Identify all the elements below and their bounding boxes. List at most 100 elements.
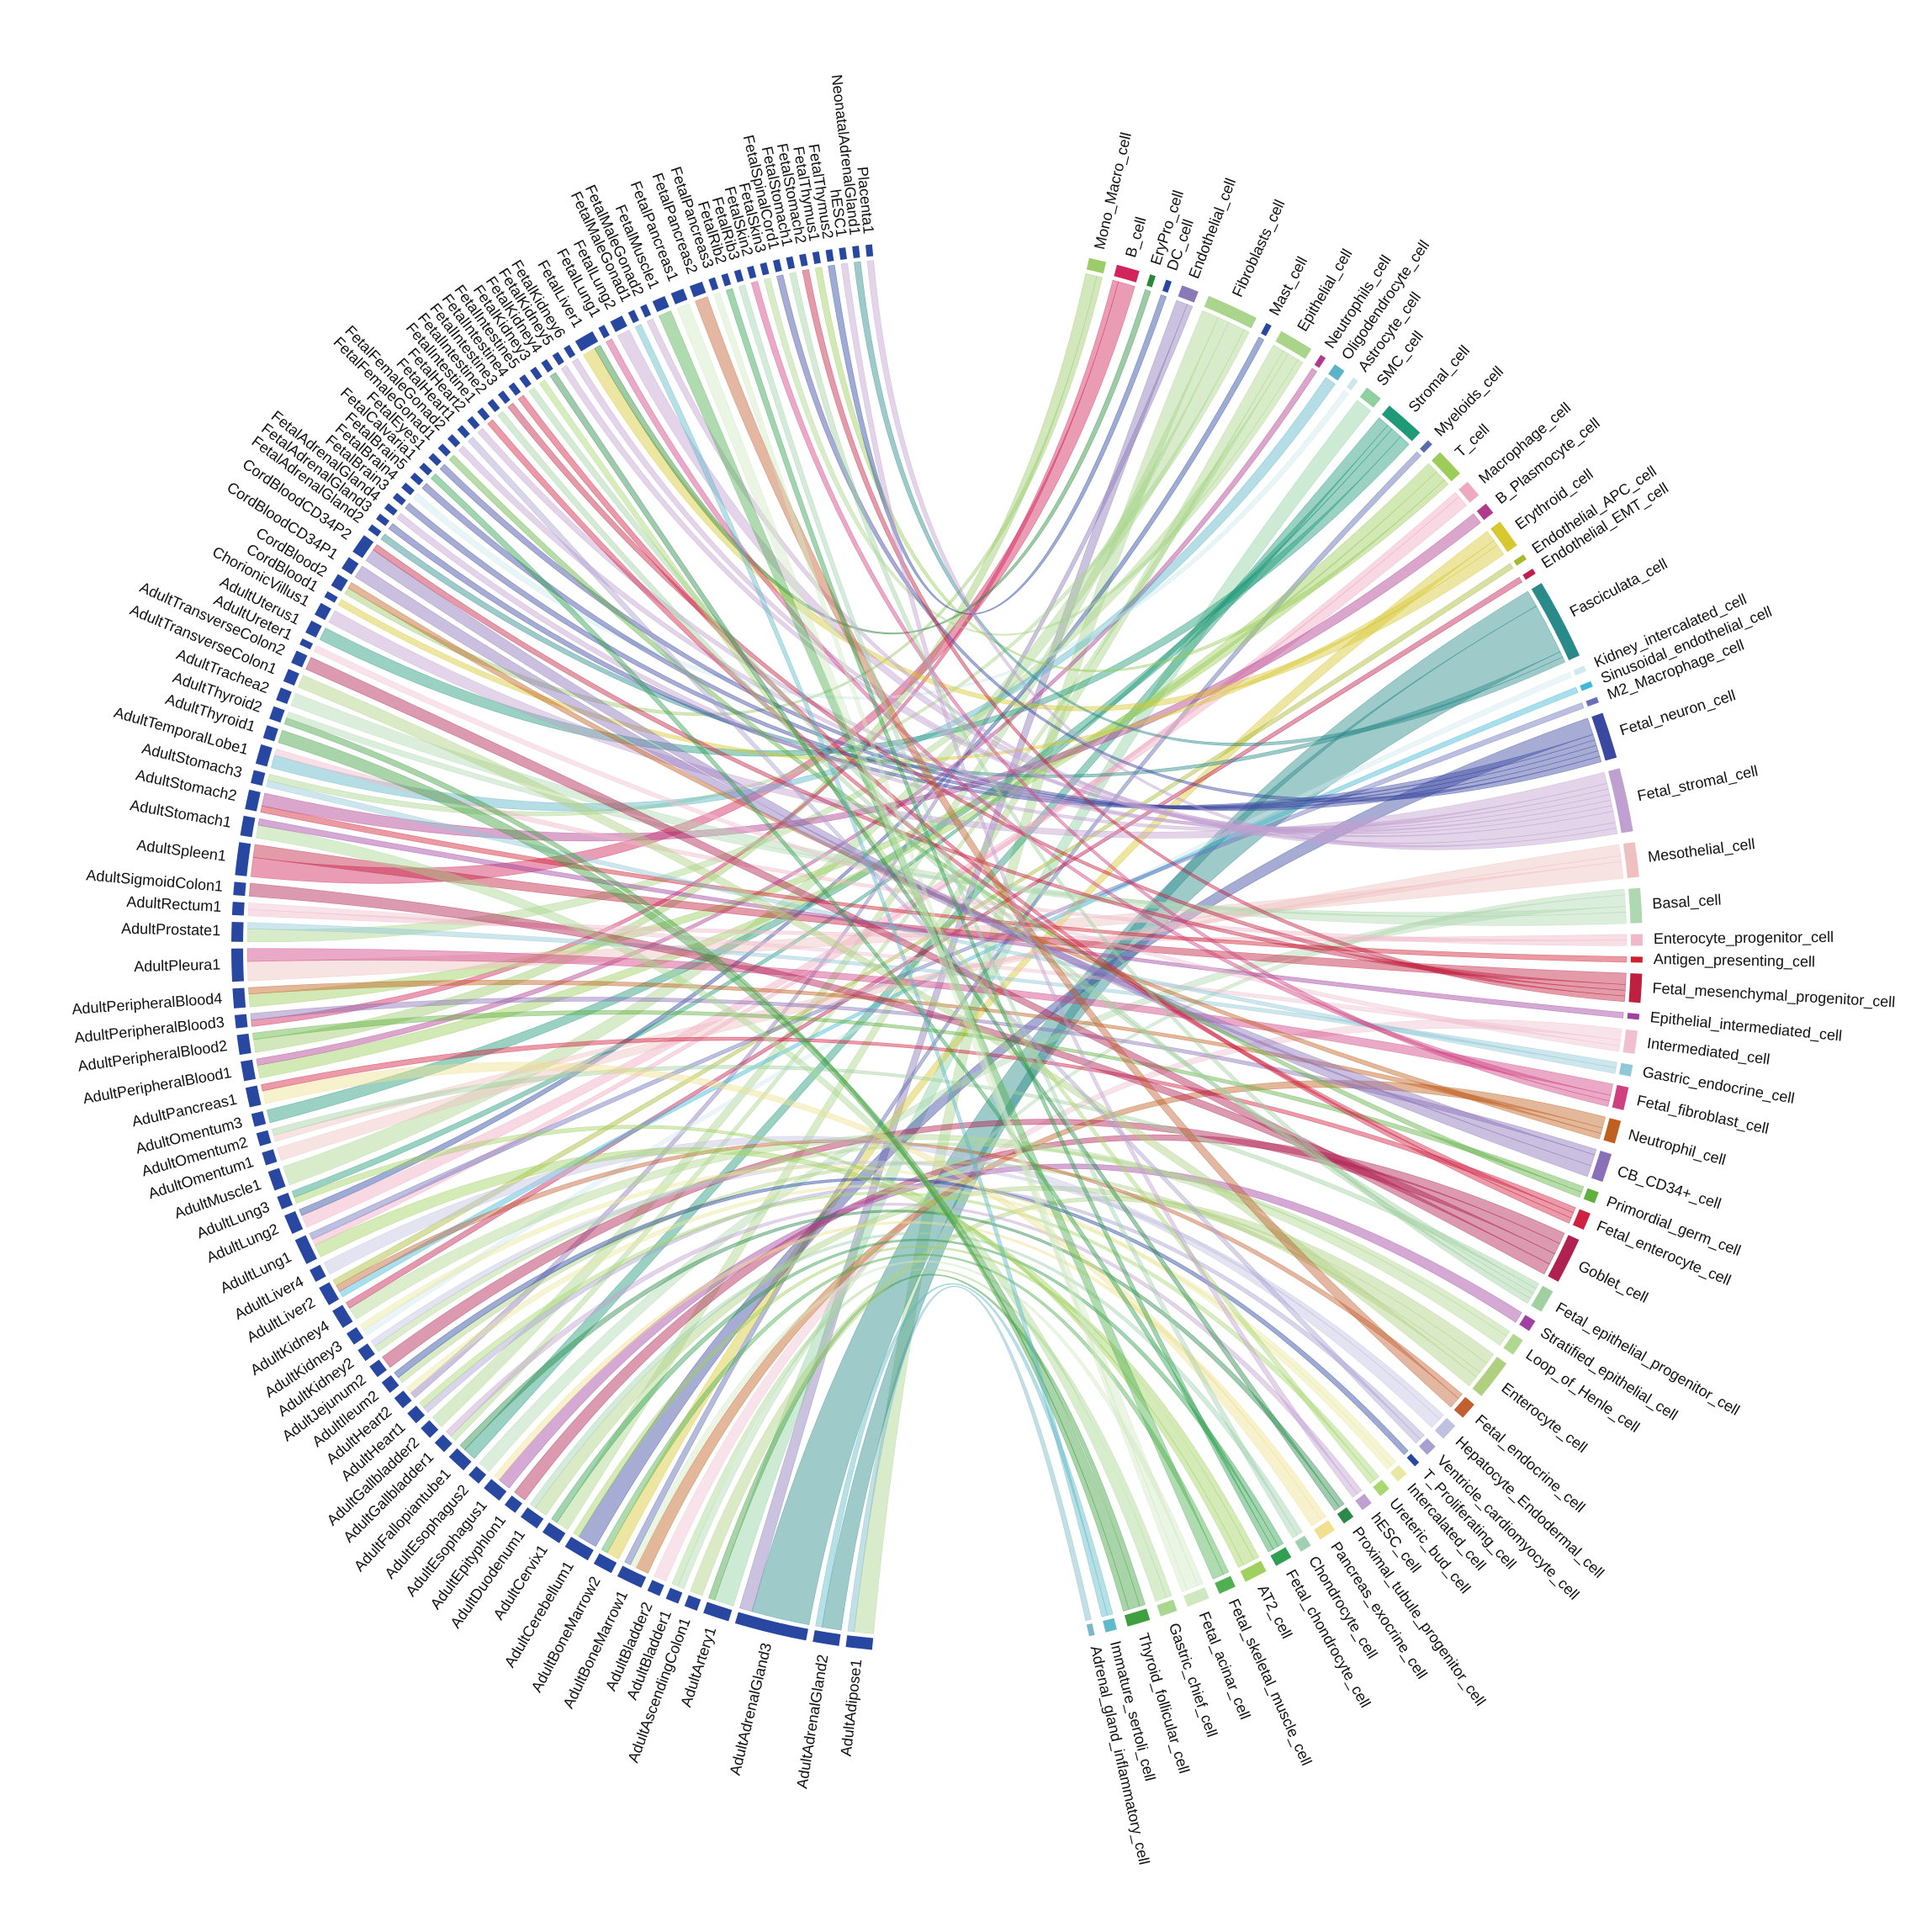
tissue-sector (310, 623, 316, 635)
tissue-sector (336, 577, 343, 588)
tissue-sector (705, 1607, 730, 1616)
tissue-label: AdultPleura1 (134, 956, 221, 976)
tissue-sector (267, 1151, 272, 1163)
cell-sector (1217, 1581, 1233, 1589)
tissue-sector (425, 1424, 434, 1433)
tissue-sector (290, 1214, 298, 1232)
cell-sector (1597, 715, 1612, 760)
cell-sector (1164, 285, 1170, 287)
cell-sector (1628, 1030, 1632, 1053)
cell-sector (1263, 328, 1268, 331)
cell-sector (1317, 1525, 1331, 1534)
cell-label: AT2_cell (1253, 1582, 1295, 1642)
cell-sector (1148, 280, 1154, 282)
tissue-sector (262, 746, 267, 765)
tissue-sector (686, 1601, 699, 1605)
tissue-sector (654, 301, 666, 306)
tissue-sector (246, 817, 249, 836)
tissue-sector (315, 1268, 320, 1279)
tissue-sector (374, 1363, 382, 1374)
tissue-sector (522, 379, 527, 384)
tissue-sector (268, 727, 273, 739)
cell-sector (1159, 1605, 1176, 1611)
tissue-sector (775, 265, 781, 267)
cell-label: B_cell (1122, 215, 1151, 260)
tissue-sector (330, 594, 333, 600)
tissue-sector (324, 1285, 334, 1302)
tissue-sector (275, 708, 279, 721)
tissue-sector (488, 1484, 503, 1496)
tissue-label: AdultCerebellum1 (501, 1559, 577, 1670)
tissue-sector (239, 882, 240, 896)
ribbons (247, 260, 1627, 1633)
cell-sector (1424, 444, 1428, 448)
tissue-label: AdultRectum1 (126, 893, 222, 915)
cell-sector (1579, 668, 1581, 673)
tissue-sector (453, 1453, 468, 1466)
cell-label: Goblet_cell (1575, 1257, 1651, 1307)
tissue-sector (406, 486, 410, 491)
cell-sector (1088, 264, 1104, 268)
tissue-sector (237, 949, 238, 982)
cell-sector (1617, 1086, 1622, 1109)
tissue-sector (471, 421, 476, 425)
cell-sector (1633, 1014, 1634, 1019)
tissue-sector (578, 336, 595, 347)
tissue-sector (389, 507, 393, 512)
cell-sector (1463, 485, 1474, 499)
cell-sector (1589, 1190, 1593, 1201)
tissue-label: AdultPeripheralBlood4 (71, 990, 223, 1018)
tissue-sector (568, 1542, 590, 1555)
cell-sector (1524, 1318, 1530, 1328)
tissue-sector (601, 330, 607, 333)
tissue-sector (363, 1347, 370, 1358)
cell-sector (1578, 1211, 1585, 1227)
tissue-sector (846, 1641, 872, 1644)
tissue-sector (300, 1237, 312, 1261)
tissue-sector (251, 791, 255, 810)
cell-label: Antigen_presenting_cell (1654, 950, 1815, 971)
tissue-sector (461, 430, 466, 434)
tissue-sector (257, 1113, 261, 1125)
tissue-sector (320, 606, 326, 617)
tissue-sector (512, 387, 517, 391)
tissue-sector (241, 843, 245, 876)
cell-sector (1180, 291, 1196, 297)
cell-sector (1597, 1152, 1606, 1180)
tissue-label: AdultSigmoidColon1 (86, 866, 224, 894)
cell-sector (1317, 360, 1322, 363)
tissue-sector (813, 257, 820, 258)
tissue-sector (439, 1438, 448, 1448)
cell-sector (1439, 1422, 1451, 1435)
cell-sector (1126, 1614, 1148, 1621)
cell-label: Basal_cell (1652, 892, 1722, 913)
tissue-sector (347, 560, 354, 571)
tissue-sector (643, 310, 648, 312)
tissue-sector (650, 1586, 662, 1591)
tissue-sector (736, 275, 743, 277)
tissue-sector (544, 364, 550, 368)
tissue-sector (813, 1636, 839, 1640)
cell-sector (1634, 888, 1636, 923)
tissue-sector (297, 653, 302, 664)
tissue-sector (508, 1501, 518, 1508)
cell-sector (1115, 271, 1138, 277)
tissue-sector (304, 641, 307, 647)
tissue-sector (246, 1061, 250, 1080)
tissue-sector (357, 538, 368, 554)
tissue-sector (673, 294, 685, 299)
tissue-sector (397, 496, 401, 501)
cell-sector (1518, 558, 1522, 563)
cell-sector (1495, 525, 1512, 548)
tissue-sector (288, 671, 294, 683)
cell-sector (1394, 1469, 1402, 1477)
tissue-sector (567, 350, 573, 353)
tissue-sector (352, 1331, 359, 1342)
tissue-label: AdultAdipose1 (838, 1659, 865, 1758)
cell-label: T_cell (1452, 421, 1493, 461)
tissue-sector (711, 283, 717, 285)
cell-sector (1185, 1593, 1207, 1601)
cell-sector (1481, 507, 1489, 516)
tissue-sector (596, 1559, 614, 1568)
